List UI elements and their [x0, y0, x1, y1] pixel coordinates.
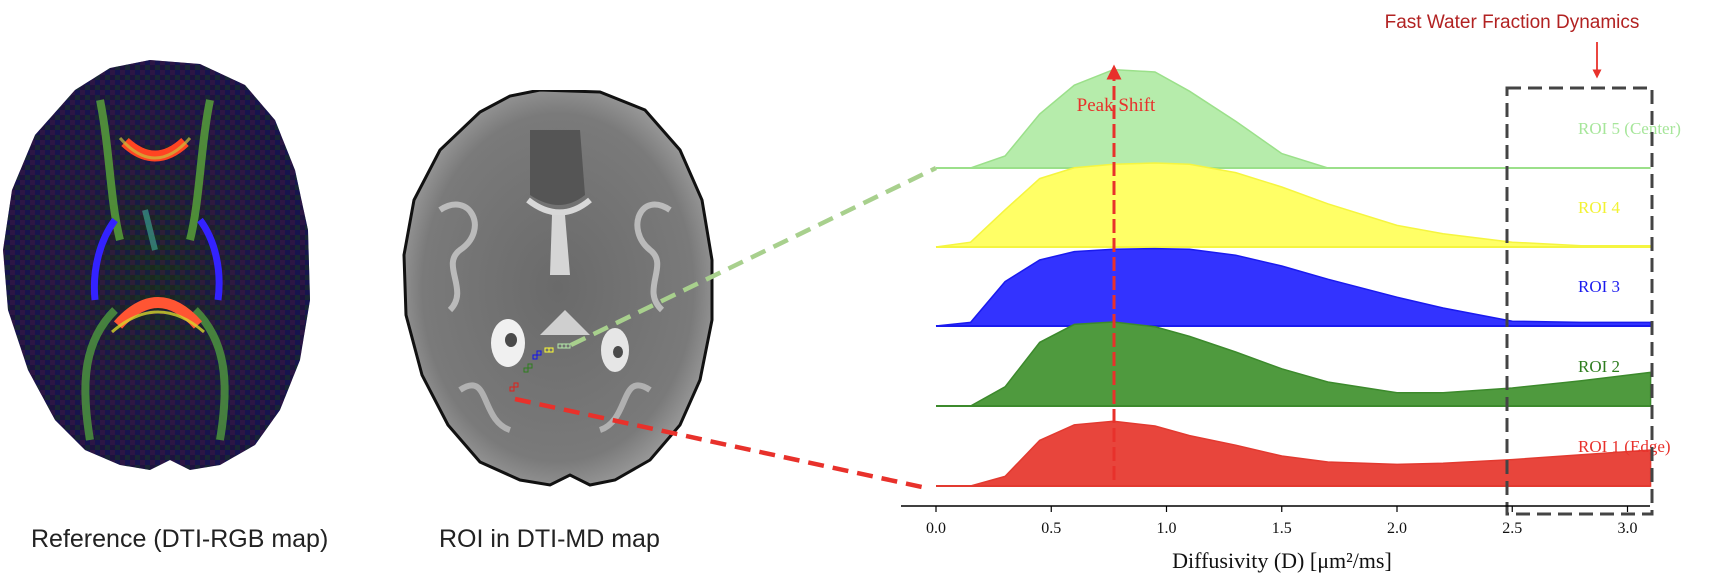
roi1-connector-line	[514, 396, 923, 490]
dti-md-caption: ROI in DTI-MD map	[439, 525, 660, 553]
roi5-connector-line	[570, 165, 937, 348]
x-axis-ticks: 0.0 0.5 1.0 1.5 2.0 2.5 3.0	[926, 506, 1638, 537]
ridge-area-3	[935, 247, 1652, 327]
dti-rgb-panel	[0, 60, 340, 500]
peak-shift-label: Peak Shift	[1077, 95, 1156, 116]
x-tick-label: 2.5	[1502, 520, 1522, 537]
dti-md-panel	[400, 88, 740, 500]
ridge-label-2: ROI 2	[1578, 357, 1620, 376]
x-tick-label: 0.0	[926, 520, 946, 537]
x-tick-label: 0.5	[1041, 520, 1061, 537]
dti-rgb-caption: Reference (DTI-RGB map)	[31, 525, 329, 553]
x-axis-label: Diffusivity (D) [μm²/ms]	[1172, 548, 1392, 573]
dti-md-brain-image	[402, 88, 714, 487]
ridge-label-3: ROI 3	[1578, 277, 1620, 296]
fast-water-title: Fast Water Fraction Dynamics	[1385, 12, 1640, 33]
ridgeline-series-group: ROI 5 (Center) ROI 4 ROI 3 ROI 2 ROI 1 (Edge…	[935, 68, 1681, 487]
x-tick-label: 1.5	[1272, 520, 1292, 537]
x-axis-label-text: Diffusivity (D) [μm²/ms]	[1172, 548, 1392, 573]
ridge-area-2	[936, 321, 1652, 407]
ridge-area-4	[935, 162, 1652, 248]
ridge-label-4: ROI 4	[1578, 198, 1621, 217]
ridge-label-1: ROI 1 (Edge)	[1578, 437, 1671, 456]
x-tick-label: 3.0	[1618, 520, 1638, 537]
ridge-area-5	[936, 68, 1651, 169]
x-tick-label: 2.0	[1387, 520, 1407, 537]
ridge-area-1	[936, 420, 1652, 487]
x-tick-label: 1.0	[1157, 520, 1177, 537]
dti-rgb-brain-image	[3, 60, 310, 470]
fast-water-dashed-box	[1505, 86, 1654, 516]
ridge-label-5: ROI 5 (Center)	[1578, 119, 1681, 138]
